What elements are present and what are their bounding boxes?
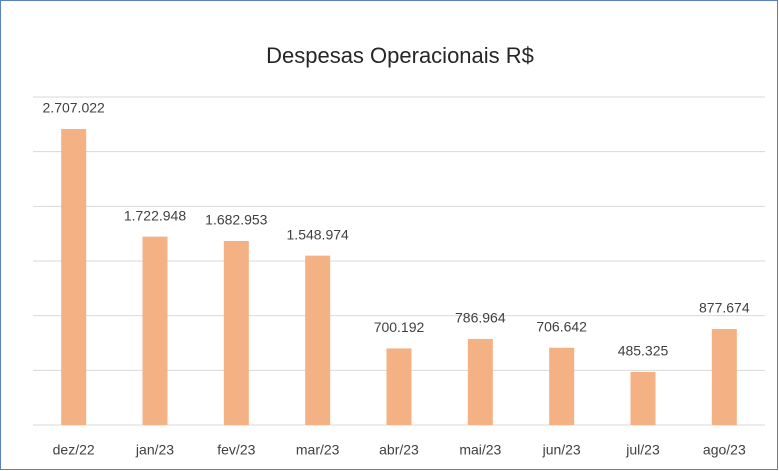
x-tick-label: ago/23 [703,442,746,458]
x-tick-label: mar/23 [296,442,340,458]
data-label: 1.548.974 [287,226,349,242]
bar [630,371,656,425]
data-label: 1.682.953 [205,212,267,228]
bar [549,347,575,425]
data-label: 877.674 [699,300,750,316]
x-tick-label: abr/23 [379,442,419,458]
x-tick-label: jun/23 [542,442,581,458]
data-label: 2.707.022 [43,100,105,116]
x-tick-label: dez/22 [53,442,95,458]
x-tick-label: mai/23 [459,442,501,458]
data-label: 706.642 [536,318,587,334]
data-label: 786.964 [455,310,506,326]
bar [305,255,331,425]
data-label: 700.192 [374,319,425,335]
x-tick-label: jul/23 [625,442,660,458]
data-label: 1.722.948 [124,207,186,223]
x-tick-label: jan/23 [135,442,174,458]
chart-title: Despesas Operacionais R$ [266,43,534,68]
data-label: 485.325 [618,343,669,359]
bar [467,338,493,425]
bar [711,329,737,425]
bar [386,348,412,425]
x-tick-label: fev/23 [217,442,255,458]
bar [142,236,168,425]
bar [61,129,87,425]
bar [223,240,249,425]
